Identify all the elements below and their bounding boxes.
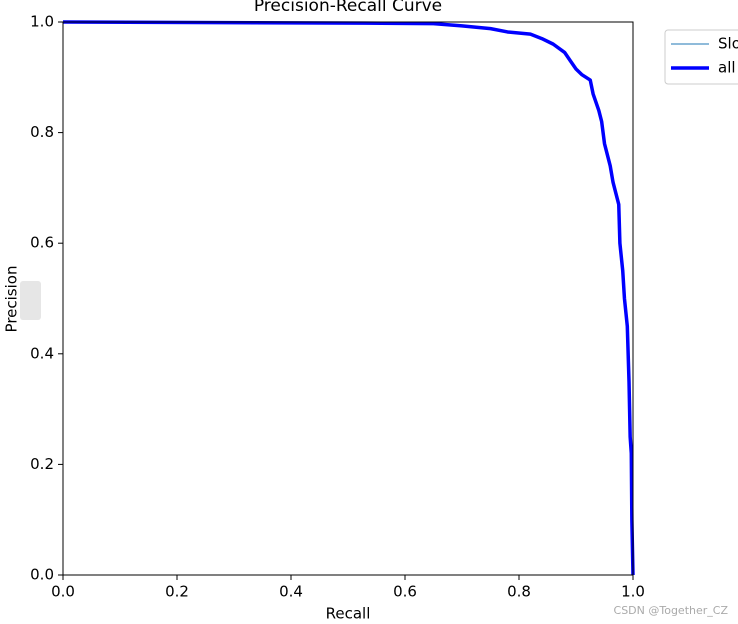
y-tick-label: 0.8 — [30, 123, 54, 141]
y-tick-label: 0.0 — [30, 566, 54, 584]
x-tick-label: 0.6 — [393, 583, 417, 601]
legend-label: all — [718, 59, 736, 77]
x-tick-label: 0.8 — [507, 583, 531, 601]
pr-line — [62, 20, 635, 576]
x-tick-label: 1.0 — [621, 583, 645, 601]
x-tick-label: 0.2 — [165, 583, 189, 601]
x-axis-label: Recall — [326, 605, 371, 623]
x-tick-label: 0.4 — [279, 583, 303, 601]
overlay-box — [20, 281, 41, 320]
y-tick-label: 0.4 — [30, 344, 54, 362]
x-tick-label: 0.0 — [51, 583, 75, 601]
legend-label: Slo — [718, 35, 738, 53]
plot-frame — [62, 21, 634, 576]
y-tick-label: 0.6 — [30, 234, 54, 252]
chart-title: Precision-Recall Curve — [254, 0, 442, 16]
y-axis-label: Precision — [3, 266, 21, 333]
watermark: CSDN @Together_CZ — [614, 604, 729, 617]
y-tick-label: 0.2 — [30, 455, 54, 473]
y-tick-label: 1.0 — [30, 13, 54, 31]
